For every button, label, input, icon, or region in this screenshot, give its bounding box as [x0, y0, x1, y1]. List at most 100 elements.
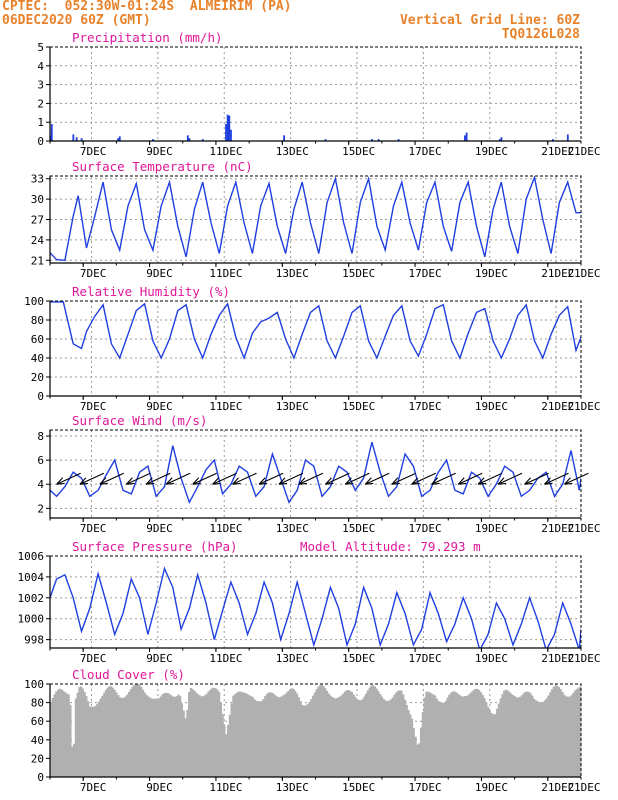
cloud-bar — [58, 688, 61, 777]
cloud-bar — [566, 696, 569, 777]
cloud-bar — [94, 705, 97, 777]
y-tick-label: 0 — [37, 135, 44, 148]
y-tick-label: 1004 — [18, 571, 45, 584]
precip-bar — [498, 139, 501, 141]
x-tick-label: 17DEC — [408, 652, 441, 665]
cloud-bar — [421, 712, 424, 777]
cloud-bar — [306, 704, 309, 777]
cloud-bar — [320, 684, 323, 777]
cloud-bar — [552, 686, 555, 777]
precip-bar — [50, 135, 52, 141]
precip-bar — [226, 114, 229, 141]
cloud-bar — [184, 718, 187, 777]
cloud-bar — [481, 695, 484, 777]
wind-arrow-head — [298, 477, 307, 485]
wind-arrow-head — [165, 477, 175, 485]
x-tick-label: 13DEC — [276, 400, 309, 413]
cloud-bar — [473, 689, 476, 777]
cloud-bar — [294, 690, 297, 777]
y-tick-label: 60 — [31, 333, 44, 346]
cloud-bar — [168, 693, 171, 777]
x-tick-label: 9DEC — [146, 781, 173, 794]
cloud-bar — [227, 724, 230, 777]
x-tick-label: 21DEC — [567, 781, 600, 794]
precip-bar — [551, 139, 554, 141]
cloud-bar — [73, 743, 76, 777]
wind-arrow-head — [99, 477, 108, 485]
cloud-bar — [474, 688, 477, 777]
cloud-bar — [347, 690, 350, 777]
cloud-bar — [159, 696, 162, 777]
x-tick-label: 21DEC — [541, 652, 574, 665]
cloud-bar — [331, 697, 334, 777]
cloud-bar — [557, 687, 561, 777]
cloud-bar — [465, 695, 469, 777]
cloud-bar — [322, 685, 325, 777]
wind-arrow-head — [391, 477, 400, 485]
x-tick-label: 11DEC — [209, 145, 242, 158]
cloud-bar — [329, 695, 332, 777]
x-tick-label: 13DEC — [276, 781, 309, 794]
cloud-bar — [221, 714, 224, 777]
precip-bar — [230, 129, 232, 141]
panel-title: Surface Wind (m/s) — [72, 413, 207, 428]
wind-arrow — [544, 472, 569, 485]
cloud-bar — [534, 700, 538, 777]
x-tick-label: 21DEC — [541, 781, 574, 794]
cloud-bar — [432, 694, 435, 777]
y-tick-label: 80 — [31, 697, 44, 710]
wind-arrow — [477, 472, 503, 485]
cloud-bar — [239, 691, 242, 777]
cloud-bar — [490, 713, 493, 777]
cloud-bar — [225, 734, 228, 777]
cloud-bar — [471, 691, 474, 777]
cloud-bar — [67, 694, 70, 777]
cloud-bar — [396, 690, 399, 777]
cloud-bar — [352, 694, 355, 777]
cloud-bar — [188, 692, 191, 777]
precip-bar — [465, 132, 468, 141]
cloud-bar — [568, 696, 571, 777]
y-tick-label: 1002 — [18, 592, 45, 605]
x-tick-label: 15DEC — [342, 652, 375, 665]
cloud-bar — [50, 701, 53, 777]
precip-bar — [186, 135, 189, 141]
cloud-bar — [212, 687, 215, 777]
cloud-bar — [515, 697, 518, 777]
wind-arrow — [146, 472, 171, 485]
cloud-bar — [147, 696, 150, 777]
cloud-bar — [260, 700, 263, 777]
cloud-bar — [414, 736, 417, 777]
cloud-bar — [218, 691, 221, 777]
cloud-bar — [234, 694, 237, 777]
cloud-bar — [124, 696, 127, 777]
cloud-bar — [446, 697, 449, 777]
y-tick-label: 20 — [31, 371, 44, 384]
cloud-bar — [368, 687, 371, 777]
cloud-bar — [110, 686, 113, 777]
x-tick-label: 17DEC — [408, 781, 441, 794]
cloud-bar — [372, 685, 375, 777]
cloud-bar — [464, 696, 467, 777]
cloud-bar — [448, 694, 451, 777]
x-tick-label: 21DEC — [567, 400, 600, 413]
cloud-bar — [326, 690, 329, 777]
cloud-bar — [257, 701, 260, 777]
y-tick-label: 1 — [37, 116, 44, 129]
x-tick-label: 19DEC — [475, 522, 508, 535]
cloud-bar — [115, 692, 118, 777]
cloud-bar — [246, 694, 249, 777]
cloud-bar — [83, 691, 86, 777]
cloud-bar — [209, 689, 212, 777]
cloud-bar — [108, 686, 111, 777]
wind-arrow-head — [544, 477, 553, 485]
cloud-bar — [154, 698, 157, 777]
cloud-bar — [60, 689, 63, 777]
cloud-bar — [189, 687, 192, 777]
cloud-bar — [419, 727, 422, 777]
cloud-bar — [205, 693, 208, 777]
wind-arrow — [497, 472, 523, 485]
x-tick-label: 19DEC — [475, 400, 508, 413]
header-gridline: Vertical Grid Line: 60Z — [399, 13, 580, 28]
cloud-bar — [488, 710, 492, 777]
